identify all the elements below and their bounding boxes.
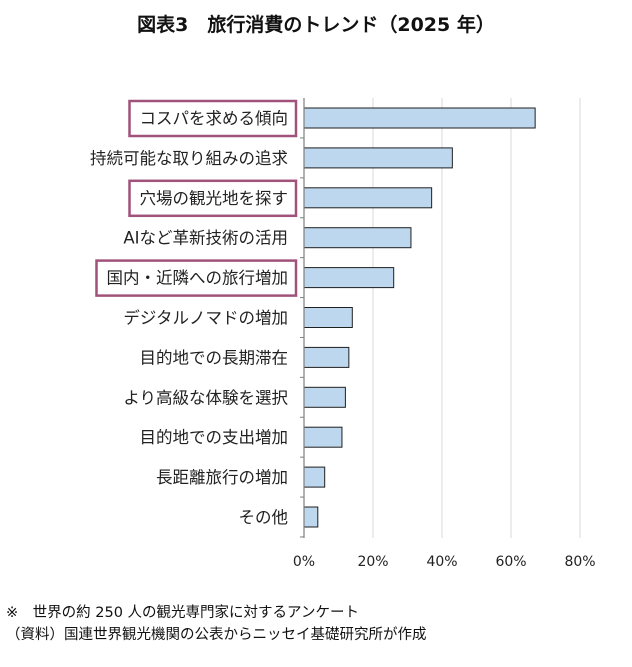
- bar: [303, 426, 343, 448]
- x-tick-label: 40%: [426, 554, 457, 570]
- survey-note: ※ 世界の約 250 人の観光専門家に対するアンケート: [6, 605, 359, 621]
- bars-layer: [303, 107, 536, 528]
- highlight-box: [128, 99, 298, 138]
- bar: [303, 386, 346, 408]
- x-tick-label: 60%: [495, 554, 526, 570]
- highlight-box: [128, 179, 298, 218]
- category-label: 国内・近隣への旅行増加: [107, 269, 289, 288]
- bar: [303, 147, 453, 169]
- x-tick-label: 0%: [293, 554, 315, 570]
- category-label: 穴場の観光地を探す: [140, 189, 289, 208]
- category-label: 目的地での支出増加: [140, 428, 289, 447]
- bar: [303, 107, 536, 129]
- axis-layer: [300, 98, 305, 538]
- bar: [303, 227, 412, 249]
- category-label: コスパを求める傾向: [140, 109, 289, 128]
- category-label: 長距離旅行の増加: [156, 468, 288, 487]
- tick-labels: 0% 20% 40% 60% 80%: [293, 554, 596, 570]
- grid-layer: [372, 98, 581, 538]
- x-tick-label: 20%: [357, 554, 388, 570]
- bar: [303, 346, 350, 368]
- x-tick-label: 80%: [564, 554, 595, 570]
- category-label: 持続可能な取り組みの追求: [90, 149, 288, 168]
- category-label: より高級な体験を選択: [123, 388, 288, 407]
- category-label: デジタルノマドの増加: [123, 308, 288, 328]
- bar: [303, 267, 395, 289]
- bar: [303, 307, 353, 328]
- chart-title: 図表3 旅行消費のトレンド（2025 年）: [137, 14, 495, 36]
- category-label: その他: [239, 508, 289, 527]
- highlight-box: [95, 259, 298, 297]
- category-label: 目的地での長期滞在: [140, 348, 289, 367]
- highlight-boxes: [95, 99, 298, 297]
- bar: [303, 187, 433, 209]
- bar: [303, 506, 319, 528]
- category-label: AIなど革新技術の活用: [123, 229, 288, 248]
- source-note: （資料）国連世界観光機関の公表からニッセイ基礎研究所が作成: [6, 627, 427, 643]
- chart-notes: ※ 世界の約 250 人の観光専門家に対するアンケート （資料）国連世界観光機関…: [6, 602, 626, 646]
- bar: [303, 466, 326, 488]
